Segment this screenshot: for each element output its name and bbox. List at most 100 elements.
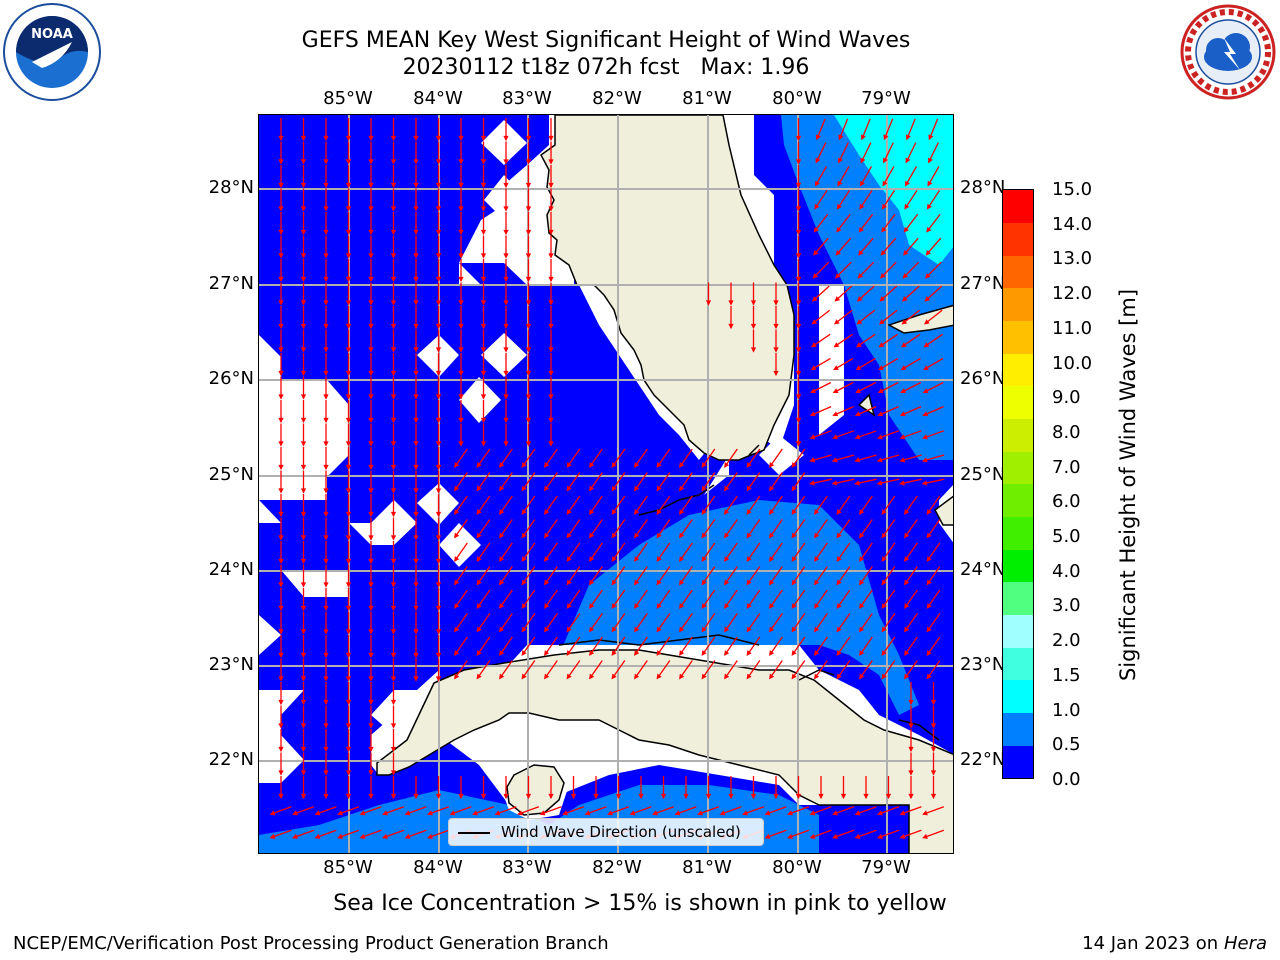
wave-direction-arrowhead (368, 746, 374, 753)
legend-label: Wind Wave Direction (unscaled) (501, 823, 741, 841)
wave-direction-arrowhead (904, 579, 910, 586)
footer-date: 14 Jan 2023 on Hera (1082, 933, 1267, 954)
wave-direction-arrowhead (834, 296, 841, 302)
wave-direction-arrowhead (908, 723, 914, 729)
wave-direction-arrowhead (900, 365, 907, 371)
wave-direction-arrowhead (724, 650, 730, 656)
wave-direction-arrowhead (544, 462, 550, 468)
wave-direction-arrowhead (908, 699, 914, 706)
wave-direction-arrowhead (926, 673, 932, 680)
lat-label-left: 27°N (208, 273, 254, 294)
wave-direction-arrowhead (345, 276, 352, 283)
wave-direction-arrowhead (656, 626, 662, 633)
wave-direction-arrowhead (881, 532, 887, 539)
colorbar-segment (1003, 582, 1033, 616)
wave-direction-arrowhead (323, 770, 329, 776)
wave-direction-arrowhead (832, 833, 838, 839)
wave-direction-arrowhead (454, 603, 460, 609)
colorbar-tick-label: 0.0 (1052, 769, 1081, 790)
wave-direction-arrowhead (905, 157, 911, 164)
wave-direction-arrowhead (368, 159, 374, 165)
wave-direction-arrowhead (278, 206, 284, 212)
wave-height-map (259, 115, 953, 853)
wave-direction-arrowhead (589, 462, 595, 468)
wave-direction-arrowhead (521, 673, 527, 680)
wave-direction-arrowhead (908, 793, 914, 800)
colorbar-segment (1003, 222, 1033, 256)
map-panel (258, 114, 954, 854)
wave-direction-arrowhead (476, 673, 482, 680)
wave-direction-arrowhead (427, 810, 433, 816)
colorbar-tick-label: 2.0 (1052, 630, 1081, 652)
wave-direction-arrowhead (877, 810, 883, 816)
wave-direction-arrowhead (413, 464, 419, 471)
wave-direction-arrowhead (813, 226, 819, 233)
wave-direction-arrowhead (818, 793, 824, 800)
footer-host: Hera (1223, 933, 1267, 954)
wave-direction-arrowhead (926, 556, 932, 562)
wave-direction-arrowhead (878, 342, 885, 348)
wave-direction-arrowhead (854, 810, 861, 816)
wave-direction-arrowhead (611, 579, 617, 586)
wave-direction-arrowhead (589, 579, 595, 586)
wave-direction-arrowhead (300, 441, 307, 447)
cuba-land (376, 649, 953, 853)
wave-direction-arrowhead (278, 770, 284, 776)
sea-ice-note: Sea Ice Concentration > 15% is shown in … (333, 891, 947, 916)
wave-direction-arrowhead (476, 603, 482, 609)
wave-direction-arrowhead (791, 462, 797, 468)
lat-label-right: 24°N (960, 559, 1006, 580)
wave-direction-arrowhead (300, 347, 307, 353)
wave-direction-arrowhead (881, 650, 887, 656)
wave-direction-arrowhead (300, 182, 307, 189)
wave-direction-arrowhead (656, 650, 662, 656)
wave-direction-arrowhead (856, 319, 863, 325)
wave-direction-arrowhead (810, 365, 817, 371)
wave-direction-arrowhead (499, 673, 505, 680)
wave-direction-arrowhead (480, 347, 487, 353)
wave-direction-arrowhead (922, 434, 928, 440)
wave-direction-arrowhead (435, 253, 442, 259)
wave-direction-arrowhead (791, 626, 797, 633)
wave-direction-arrowhead (278, 699, 284, 706)
wave-direction-arrowhead (278, 159, 284, 165)
wave-direction-arrowhead (454, 485, 460, 492)
wave-direction-arrowhead (860, 180, 865, 187)
wave-direction-arrowhead (435, 300, 442, 306)
wave-direction-arrowhead (836, 673, 842, 680)
wave-direction-arrowhead (323, 206, 329, 212)
wave-direction-arrowhead (435, 793, 442, 800)
colorbar-tick-label: 0.5 (1052, 734, 1081, 756)
wave-direction-arrowhead (323, 511, 329, 518)
wave-direction-arrowhead (413, 182, 419, 189)
land (376, 115, 953, 853)
wave-direction-arrowhead (883, 157, 888, 164)
wave-direction-arrowhead (314, 810, 321, 816)
wave-direction-arrowhead (278, 182, 284, 189)
wave-direction-arrowhead (634, 485, 640, 492)
lat-label-right: 28°N (960, 177, 1006, 198)
wave-direction-arrowhead (435, 417, 442, 424)
wave-direction-arrowhead (638, 793, 644, 800)
wave-direction-arrowhead (922, 810, 928, 816)
wave-direction-arrowhead (368, 417, 374, 424)
wave-direction-arrowhead (454, 556, 460, 562)
wave-direction-arrowhead (413, 441, 419, 447)
wave-direction-arrowhead (300, 488, 307, 494)
wave-direction-arrowhead (278, 276, 284, 283)
wave-direction-arrowhead (323, 159, 329, 165)
lon-label-bottom: 83°W (502, 857, 552, 878)
wave-direction-arrowhead (390, 793, 397, 800)
wave-direction-arrowhead (454, 673, 460, 680)
wave-direction-arrowhead (634, 462, 640, 468)
wave-direction-arrowhead (368, 699, 374, 706)
wave-direction-arrowhead (404, 810, 411, 816)
wave-direction-arrowhead (615, 793, 622, 800)
wave-direction-arrowhead (390, 370, 397, 377)
footer-branch: NCEP/EMC/Verification Post Processing Pr… (13, 933, 609, 954)
wave-direction-arrowhead (701, 673, 707, 680)
lon-label-bottom: 82°W (592, 857, 642, 878)
wave-direction-arrowhead (679, 579, 685, 586)
wave-direction-arrowhead (525, 441, 532, 447)
wave-direction-arrowhead (902, 273, 909, 279)
